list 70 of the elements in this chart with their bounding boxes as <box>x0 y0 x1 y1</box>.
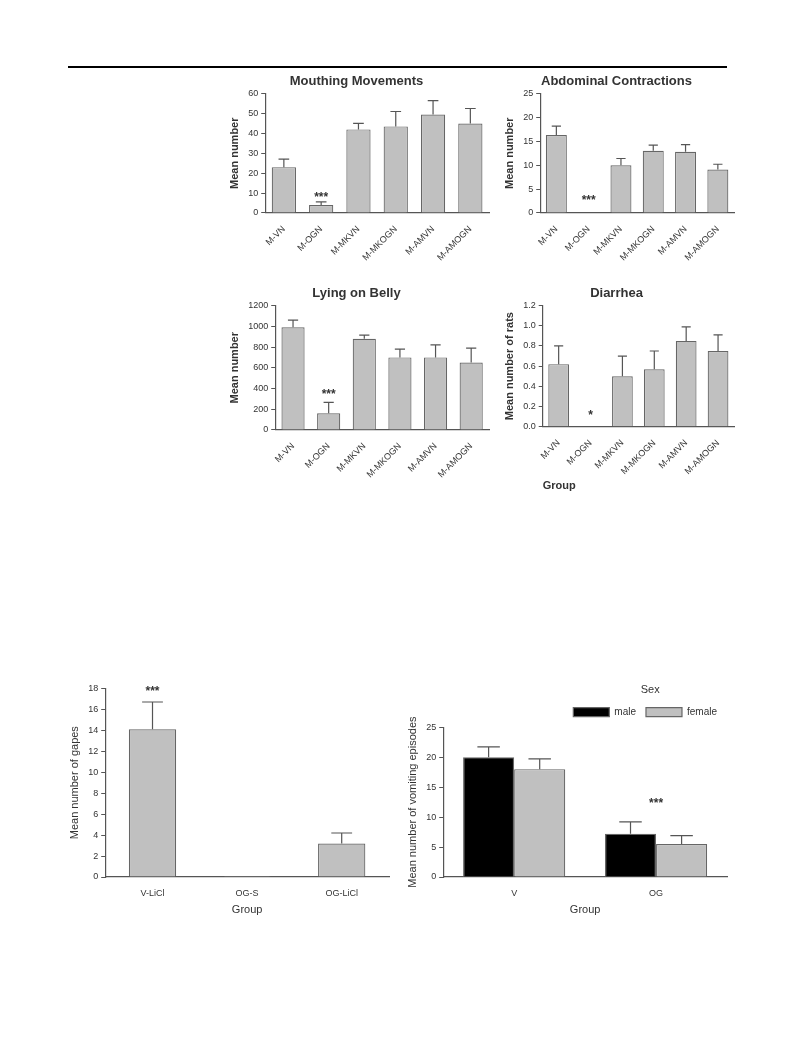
chart-title: Abdominal Contractions <box>541 73 692 89</box>
x-axis-title: Group <box>231 903 263 916</box>
y-tick-label: 20 <box>248 167 259 178</box>
y-tick-label: 12 <box>88 745 99 756</box>
y-tick-label: 50 <box>248 107 259 118</box>
y-tick-label: 600 <box>253 362 269 373</box>
annotation: *** <box>581 193 596 208</box>
annotation: *** <box>314 189 329 204</box>
y-tick-label: 1.2 <box>523 300 536 311</box>
y-tick-label: 16 <box>88 703 99 714</box>
annotation: *** <box>321 387 336 402</box>
y-tick-label: 0.0 <box>523 421 536 432</box>
x-tick-label: OG <box>649 887 664 898</box>
y-axis-title: Mean number <box>502 116 515 190</box>
y-tick-label: 0 <box>431 871 437 882</box>
y-tick-label: 8 <box>93 787 99 798</box>
x-tick-label: OG-LiCl <box>325 887 358 898</box>
y-tick-label: 10 <box>523 159 534 170</box>
y-axis-title: Mean number of vomiting episodes <box>405 716 418 888</box>
y-axis-title: Mean number <box>227 331 240 404</box>
x-tick-label: OG-S <box>235 887 259 898</box>
annotation: *** <box>145 684 160 699</box>
y-tick-label: 0.4 <box>523 380 536 391</box>
chart-title: Diarrhea <box>590 285 644 301</box>
legend-label: female <box>686 705 718 717</box>
y-tick-label: 20 <box>426 751 437 762</box>
y-tick-label: 2 <box>93 850 99 861</box>
y-tick-label: 5 <box>528 183 534 194</box>
y-tick-label: 1000 <box>248 320 269 331</box>
y-tick-label: 0.6 <box>523 360 536 371</box>
x-tick-label: V-LiCl <box>140 887 165 898</box>
x-axis-title: Group <box>569 903 601 916</box>
chart-title: Mouthing Movements <box>289 73 424 89</box>
y-tick-label: 0.8 <box>523 340 536 351</box>
y-tick-label: 1200 <box>248 300 269 311</box>
y-tick-label: 6 <box>93 808 99 819</box>
y-tick-label: 0 <box>263 424 269 435</box>
y-tick-label: 14 <box>88 724 99 735</box>
x-tick-label: V <box>511 887 518 898</box>
legend-title: Sex <box>640 682 661 695</box>
y-tick-label: 30 <box>248 147 259 158</box>
y-tick-label: 0.2 <box>523 401 536 411</box>
x-axis-title: Group <box>542 479 576 492</box>
y-tick-label: 0 <box>253 207 259 218</box>
y-axis-title: Mean number <box>227 116 240 190</box>
y-tick-label: 5 <box>431 841 437 852</box>
y-axis-title: Mean number of rats <box>502 312 515 421</box>
y-tick-label: 25 <box>523 88 534 99</box>
y-tick-label: 18 <box>88 682 99 693</box>
y-tick-label: 60 <box>248 88 259 99</box>
y-tick-label: 25 <box>426 721 437 732</box>
y-axis-title: Mean number of gapes <box>67 725 80 840</box>
y-tick-label: 10 <box>88 766 99 777</box>
y-tick-label: 20 <box>523 111 534 122</box>
legend-label: male <box>614 705 637 717</box>
annotation: * <box>588 408 594 423</box>
y-tick-label: 10 <box>248 187 259 198</box>
y-tick-label: 200 <box>253 403 269 414</box>
y-tick-label: 400 <box>253 382 269 393</box>
y-tick-label: 0 <box>528 207 534 218</box>
y-tick-label: 800 <box>253 341 269 352</box>
y-tick-label: 4 <box>93 829 99 840</box>
y-tick-label: 0 <box>93 871 99 882</box>
y-tick-label: 40 <box>248 127 259 138</box>
y-tick-label: 15 <box>426 781 437 792</box>
annotation: *** <box>649 795 664 810</box>
y-tick-label: 1.0 <box>523 320 536 331</box>
chart-title: Lying on Belly <box>312 285 402 301</box>
y-tick-label: 10 <box>426 811 437 822</box>
y-tick-label: 15 <box>523 135 534 146</box>
